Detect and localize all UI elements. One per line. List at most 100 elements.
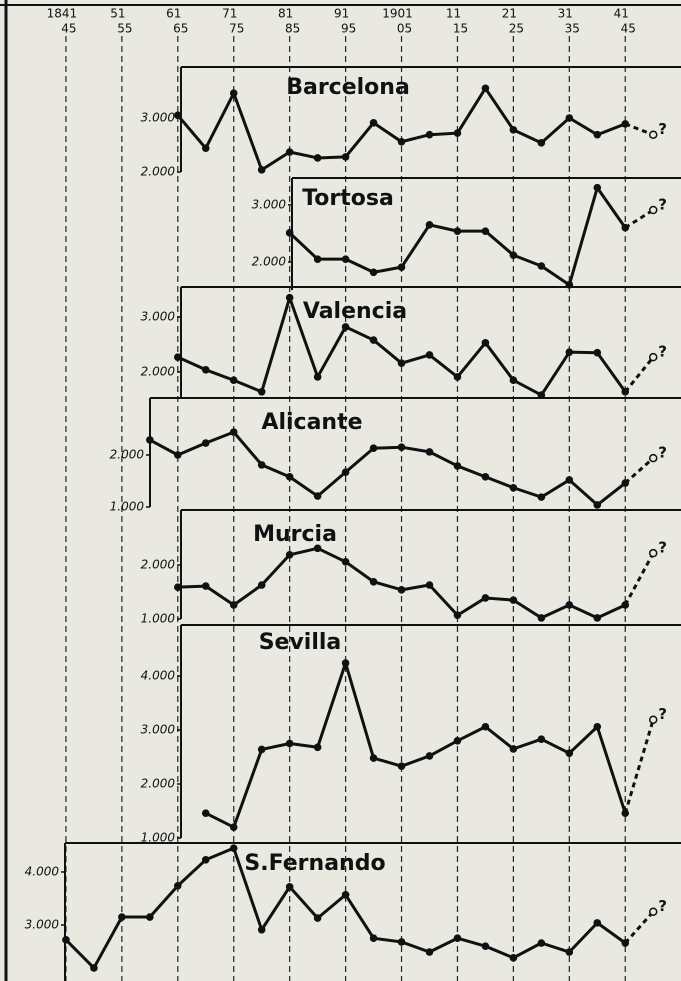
data-point bbox=[565, 601, 574, 609]
x-tick-sublabel: 75 bbox=[229, 22, 244, 36]
data-point bbox=[397, 359, 406, 367]
data-point bbox=[201, 144, 210, 153]
data-point bbox=[229, 601, 238, 609]
data-point bbox=[201, 809, 210, 817]
projected-point bbox=[648, 352, 658, 362]
data-point bbox=[369, 577, 378, 586]
data-point bbox=[173, 583, 182, 591]
data-point bbox=[146, 913, 154, 921]
data-point bbox=[201, 439, 210, 447]
data-point bbox=[285, 229, 294, 237]
data-point bbox=[509, 376, 518, 385]
data-point bbox=[481, 227, 490, 235]
data-point bbox=[481, 473, 490, 481]
line-series bbox=[205, 661, 627, 829]
x-tick-sublabel: 65 bbox=[173, 22, 188, 36]
y-tick-label: 2.000 bbox=[110, 447, 145, 461]
x-tick-sublabel: 45 bbox=[621, 22, 636, 36]
data-point bbox=[425, 448, 434, 456]
data-point bbox=[341, 659, 350, 667]
x-tick-sublabel: 25 bbox=[509, 22, 524, 36]
projected-point bbox=[648, 453, 658, 463]
data-point bbox=[341, 323, 350, 331]
projected-segment bbox=[624, 122, 654, 137]
projected-point bbox=[648, 205, 658, 215]
data-point bbox=[341, 153, 350, 161]
data-point bbox=[425, 130, 434, 139]
data-point bbox=[509, 596, 518, 604]
data-point bbox=[369, 754, 378, 762]
x-tick-sublabel: 55 bbox=[117, 22, 132, 36]
data-point bbox=[621, 601, 630, 609]
end-label: ? bbox=[658, 705, 667, 723]
data-point bbox=[257, 581, 266, 589]
data-point bbox=[621, 120, 630, 128]
projected-segment bbox=[624, 456, 655, 485]
data-point bbox=[565, 749, 574, 758]
x-tick-sublabel: 85 bbox=[285, 22, 300, 36]
y-tick-label: 2.000 bbox=[141, 165, 176, 179]
data-point bbox=[537, 939, 546, 947]
data-point bbox=[201, 855, 210, 864]
data-point bbox=[621, 223, 630, 232]
data-point bbox=[481, 84, 490, 93]
data-point bbox=[565, 114, 574, 122]
data-point bbox=[285, 148, 294, 156]
data-point bbox=[369, 336, 378, 344]
y-tick-label: 2.000 bbox=[141, 776, 176, 790]
data-point bbox=[118, 913, 126, 921]
y-tick-label: 1.000 bbox=[110, 500, 145, 514]
data-point bbox=[593, 501, 602, 509]
panel-title: Valencia bbox=[303, 299, 407, 324]
data-point bbox=[173, 881, 182, 890]
data-point bbox=[369, 268, 378, 277]
data-point bbox=[313, 743, 322, 752]
panel-title: Barcelona bbox=[286, 75, 410, 100]
x-tick-label: 61 bbox=[166, 7, 181, 21]
y-tick-label: 2.000 bbox=[252, 255, 287, 269]
y-tick-label: 1.000 bbox=[141, 612, 176, 626]
data-point bbox=[341, 255, 350, 263]
data-point bbox=[509, 251, 518, 259]
projected-point bbox=[648, 715, 658, 724]
data-point bbox=[397, 762, 406, 770]
data-point bbox=[509, 954, 518, 962]
data-point bbox=[201, 582, 210, 590]
x-tick-label: 21 bbox=[502, 7, 517, 21]
projected-point bbox=[648, 907, 658, 916]
data-point bbox=[313, 154, 322, 162]
end-label: ? bbox=[658, 897, 667, 915]
data-point bbox=[173, 111, 182, 120]
data-point bbox=[285, 293, 294, 302]
projected-segment bbox=[623, 719, 655, 814]
data-point bbox=[313, 255, 322, 263]
x-tick-label: 1901 bbox=[382, 7, 413, 21]
data-point bbox=[537, 391, 546, 399]
end-label: ? bbox=[658, 444, 667, 462]
x-tick-sublabel: 95 bbox=[341, 22, 356, 36]
data-point bbox=[481, 339, 490, 347]
data-point bbox=[621, 939, 630, 947]
data-point bbox=[425, 221, 434, 229]
data-point bbox=[313, 492, 322, 500]
end-label: ? bbox=[658, 120, 667, 138]
data-point bbox=[621, 479, 630, 487]
data-point bbox=[397, 443, 406, 451]
data-point bbox=[537, 493, 546, 501]
y-tick-label: 4.000 bbox=[25, 864, 60, 878]
data-point bbox=[369, 934, 378, 943]
data-point bbox=[257, 745, 266, 754]
data-point bbox=[593, 183, 602, 192]
data-point bbox=[593, 348, 602, 357]
panel-title: S.Fernando bbox=[244, 851, 385, 876]
data-point bbox=[593, 130, 602, 139]
data-point bbox=[537, 735, 546, 743]
y-tick-label: 2.000 bbox=[141, 558, 176, 572]
data-point bbox=[285, 473, 294, 481]
projected-segment bbox=[623, 552, 655, 606]
data-point bbox=[593, 722, 602, 731]
data-point bbox=[565, 476, 574, 484]
data-point bbox=[341, 890, 350, 899]
